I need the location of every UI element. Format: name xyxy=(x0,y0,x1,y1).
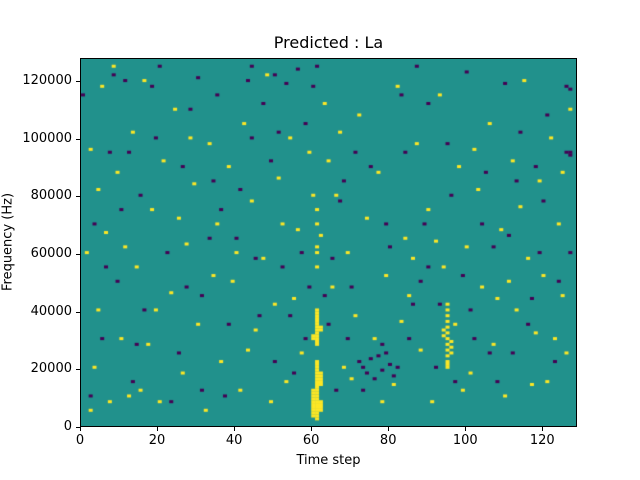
x-tick-mark xyxy=(234,427,236,431)
chart-title: Predicted : La xyxy=(273,33,384,52)
y-tick-mark xyxy=(76,427,80,428)
y-tick-mark xyxy=(76,311,80,313)
y-tick-label: 20000 xyxy=(30,361,72,377)
x-tick-mark xyxy=(465,427,467,431)
y-tick-label: 80000 xyxy=(30,188,72,204)
plot-area xyxy=(80,58,577,427)
y-tick-mark xyxy=(76,369,80,371)
x-tick-mark xyxy=(311,427,313,431)
x-axis-label: Time step xyxy=(296,453,361,468)
y-tick-mark xyxy=(76,138,80,140)
x-tick-mark xyxy=(80,427,81,431)
y-tick-mark xyxy=(76,196,80,198)
x-tick-mark xyxy=(388,427,390,431)
heatmap-canvas xyxy=(81,59,576,426)
x-tick-label: 20 xyxy=(148,433,166,448)
y-tick-label: 100000 xyxy=(22,130,72,146)
x-tick-label: 80 xyxy=(379,433,397,448)
x-tick-label: 40 xyxy=(225,433,243,448)
y-tick-label: 0 xyxy=(63,419,72,434)
y-tick-label: 60000 xyxy=(30,246,72,262)
x-tick-mark xyxy=(542,427,544,431)
x-tick-mark xyxy=(157,427,159,431)
y-tick-mark xyxy=(76,81,80,83)
x-tick-label: 60 xyxy=(302,433,320,448)
y-tick-label: 40000 xyxy=(30,303,72,319)
y-tick-label: 120000 xyxy=(22,73,72,89)
x-tick-label: 100 xyxy=(452,433,478,448)
y-axis-label: Frequency (Hz) xyxy=(0,192,16,292)
x-tick-label: 0 xyxy=(75,433,85,448)
x-tick-label: 120 xyxy=(529,433,555,448)
y-tick-mark xyxy=(76,254,80,256)
